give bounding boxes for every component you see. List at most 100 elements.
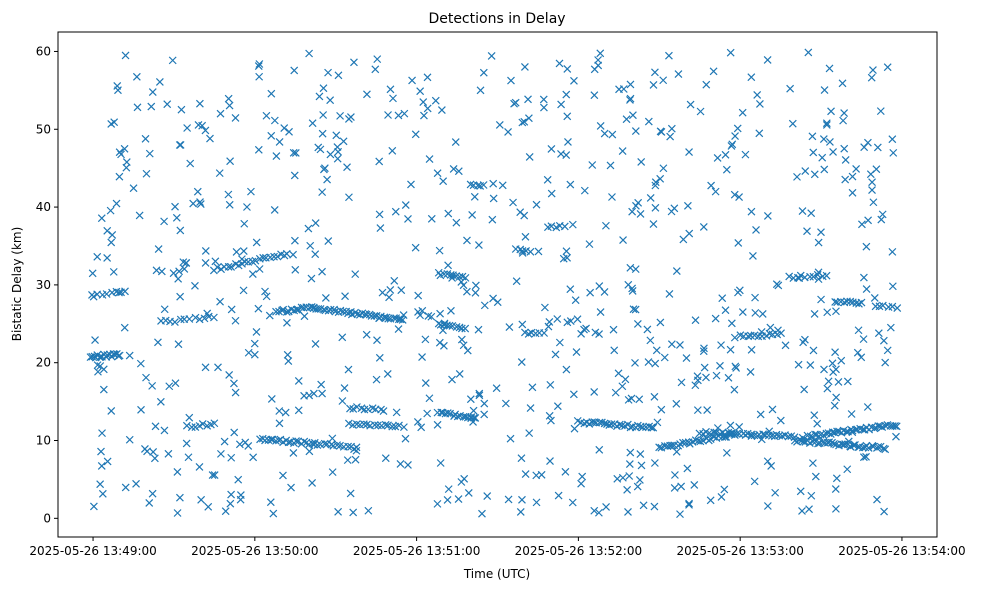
detection-point bbox=[323, 175, 332, 184]
detection-point bbox=[394, 111, 403, 120]
detection-point bbox=[487, 51, 496, 60]
detection-point bbox=[544, 322, 553, 331]
detection-point bbox=[381, 420, 390, 429]
detection-point bbox=[655, 443, 664, 452]
detection-point bbox=[289, 250, 298, 259]
detection-point bbox=[741, 150, 750, 159]
detection-point bbox=[283, 318, 291, 327]
detection-point bbox=[115, 172, 124, 181]
detection-point bbox=[150, 454, 159, 463]
detection-point bbox=[869, 66, 877, 74]
detection-point bbox=[454, 495, 463, 503]
detection-point bbox=[275, 419, 284, 428]
detection-point bbox=[471, 414, 480, 422]
detection-point bbox=[376, 224, 385, 233]
detection-point bbox=[713, 154, 722, 162]
detection-point bbox=[160, 426, 169, 435]
detection-point bbox=[427, 312, 436, 321]
detection-point bbox=[570, 76, 578, 85]
detection-point bbox=[518, 246, 527, 255]
detection-point bbox=[841, 156, 850, 164]
detection-point bbox=[817, 295, 825, 304]
detection-point bbox=[326, 96, 335, 105]
detection-point bbox=[861, 443, 870, 452]
detection-point bbox=[826, 138, 834, 146]
detection-point bbox=[685, 148, 693, 157]
x-axis-label: Time (UTC) bbox=[463, 567, 530, 581]
detection-point bbox=[832, 393, 841, 402]
detection-point bbox=[807, 491, 816, 500]
detection-point bbox=[225, 101, 234, 110]
detection-point bbox=[475, 391, 484, 400]
detection-point bbox=[363, 90, 371, 99]
detection-point bbox=[340, 384, 349, 392]
detection-point bbox=[339, 137, 348, 146]
detection-point bbox=[336, 111, 345, 120]
detection-point bbox=[674, 70, 683, 78]
detection-point bbox=[215, 169, 224, 178]
detection-point bbox=[710, 428, 719, 437]
detection-point bbox=[820, 365, 828, 374]
detection-point bbox=[521, 470, 530, 479]
detection-point bbox=[283, 350, 292, 359]
detection-point bbox=[175, 267, 184, 276]
y-axis: 0 10 20 30 40 50 60 bbox=[36, 44, 58, 525]
detection-point bbox=[480, 301, 489, 310]
detection-point bbox=[444, 261, 453, 270]
detection-point bbox=[611, 388, 620, 397]
detection-point bbox=[269, 509, 278, 518]
detection-point bbox=[798, 207, 807, 216]
detection-point bbox=[457, 324, 466, 333]
detection-point bbox=[633, 320, 642, 328]
detection-point bbox=[857, 353, 866, 362]
detection-point bbox=[842, 427, 851, 436]
detection-point bbox=[98, 429, 106, 438]
detection-point bbox=[563, 64, 572, 73]
detection-point bbox=[316, 145, 325, 154]
detection-point bbox=[439, 177, 448, 186]
detection-point bbox=[305, 447, 314, 456]
detection-point bbox=[744, 332, 753, 341]
detection-point bbox=[751, 293, 759, 302]
detection-point bbox=[299, 303, 308, 312]
detection-point bbox=[528, 383, 537, 392]
detection-point bbox=[262, 111, 271, 120]
detection-point bbox=[404, 215, 412, 223]
detection-point bbox=[148, 88, 157, 96]
detection-point bbox=[154, 338, 162, 347]
detection-point bbox=[326, 305, 335, 314]
detection-point bbox=[580, 325, 588, 334]
detection-point bbox=[520, 117, 529, 126]
detection-point bbox=[319, 111, 328, 119]
detection-point bbox=[280, 124, 289, 133]
detection-point bbox=[594, 508, 603, 517]
detection-point bbox=[423, 409, 432, 418]
detection-point bbox=[849, 441, 858, 450]
detection-point bbox=[89, 292, 98, 301]
y-tick-label: 40 bbox=[36, 200, 51, 214]
detection-point bbox=[554, 491, 563, 500]
detection-point bbox=[595, 330, 604, 338]
detection-point bbox=[862, 242, 871, 251]
detection-point bbox=[470, 413, 478, 422]
detection-point bbox=[517, 358, 526, 367]
detection-point bbox=[292, 437, 301, 445]
detection-point bbox=[436, 459, 445, 467]
detection-point bbox=[247, 187, 255, 196]
detection-point bbox=[240, 219, 249, 228]
detection-point bbox=[637, 461, 646, 470]
detection-point bbox=[200, 314, 209, 323]
detection-point bbox=[469, 406, 478, 415]
detection-point bbox=[275, 137, 284, 146]
detection-point bbox=[375, 157, 384, 166]
detection-point bbox=[180, 265, 189, 273]
detection-point bbox=[525, 429, 534, 438]
detection-point bbox=[396, 459, 405, 468]
detection-point bbox=[830, 428, 839, 437]
detection-point bbox=[857, 220, 866, 229]
detection-point bbox=[250, 350, 259, 359]
detection-point bbox=[216, 449, 225, 458]
detection-point bbox=[856, 424, 865, 433]
detection-point bbox=[141, 134, 150, 143]
detection-point bbox=[702, 373, 710, 382]
